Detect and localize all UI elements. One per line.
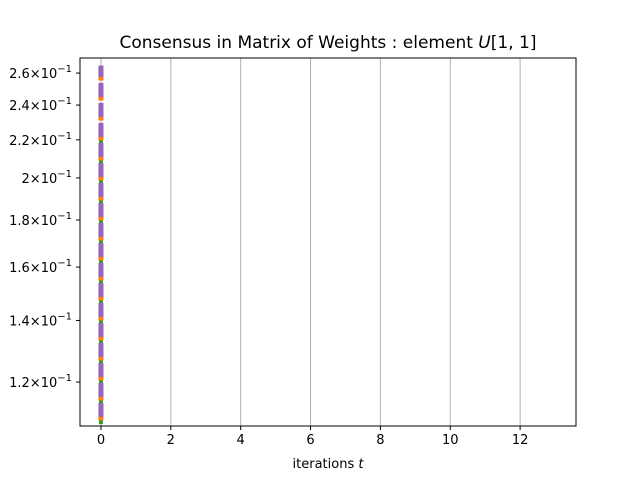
chart-title: Consensus in Matrix of Weights : element… bbox=[120, 33, 537, 53]
y-tick-base: 10 bbox=[41, 172, 58, 187]
y-tick-mantissa: 2.4 bbox=[9, 99, 30, 114]
y-tick-times: × bbox=[30, 261, 41, 276]
y-tick-label: 2×10−1 bbox=[22, 169, 72, 187]
y-tick-exponent: −1 bbox=[57, 373, 72, 384]
x-axis-ticks: 0 2 4 6 8 10 12 bbox=[97, 426, 529, 448]
x-tick-label: 12 bbox=[512, 433, 529, 448]
chart-title-prefix: Consensus in Matrix of Weights : element bbox=[120, 33, 479, 53]
y-tick-exponent: −1 bbox=[57, 169, 72, 180]
y-axis-ticks: 1.2×10−11.4×10−11.6×10−11.8×10−12×10−12.… bbox=[9, 64, 80, 391]
y-tick-times: × bbox=[30, 99, 41, 114]
y-tick-base: 10 bbox=[41, 314, 58, 329]
y-tick-label: 1.8×10−1 bbox=[9, 211, 72, 229]
y-tick-times: × bbox=[30, 376, 41, 391]
x-tick-label: 0 bbox=[97, 433, 105, 448]
y-tick-exponent: −1 bbox=[57, 64, 72, 75]
y-tick-times: × bbox=[30, 172, 41, 187]
y-tick-mantissa: 1.6 bbox=[9, 261, 30, 276]
x-tick-label: 4 bbox=[237, 433, 245, 448]
chart-title-suffix: [1, 1] bbox=[491, 33, 537, 53]
y-tick-base: 10 bbox=[41, 376, 58, 391]
y-tick-times: × bbox=[30, 134, 41, 149]
y-tick-mantissa: 2 bbox=[22, 172, 30, 187]
y-tick-mantissa: 1.4 bbox=[9, 314, 30, 329]
y-tick-label: 1.6×10−1 bbox=[9, 258, 72, 276]
y-tick-mantissa: 2.2 bbox=[9, 134, 30, 149]
y-tick-exponent: −1 bbox=[57, 96, 72, 107]
y-tick-base: 10 bbox=[41, 134, 58, 149]
y-tick-mantissa: 1.8 bbox=[9, 214, 30, 229]
y-tick-base: 10 bbox=[41, 67, 58, 82]
y-tick-mantissa: 2.6 bbox=[9, 67, 30, 82]
y-tick-base: 10 bbox=[41, 261, 58, 276]
y-tick-label: 2.4×10−1 bbox=[9, 96, 72, 114]
x-tick-label: 6 bbox=[306, 433, 314, 448]
y-tick-mantissa: 1.2 bbox=[9, 376, 30, 391]
x-axis-label-prefix: iterations bbox=[293, 457, 359, 472]
y-tick-exponent: −1 bbox=[57, 211, 72, 222]
y-tick-label: 2.2×10−1 bbox=[9, 131, 72, 149]
x-axis-label: iterations t bbox=[293, 457, 365, 472]
grid bbox=[100, 58, 521, 426]
y-tick-label: 1.4×10−1 bbox=[9, 311, 72, 329]
x-axis-label-var: t bbox=[358, 457, 364, 472]
x-tick-label: 2 bbox=[167, 433, 175, 448]
y-tick-times: × bbox=[30, 214, 41, 229]
x-tick-label: 8 bbox=[376, 433, 384, 448]
y-tick-base: 10 bbox=[41, 214, 58, 229]
y-tick-label: 1.2×10−1 bbox=[9, 373, 72, 391]
y-tick-exponent: −1 bbox=[57, 258, 72, 269]
plot-frame bbox=[79, 57, 577, 427]
y-tick-times: × bbox=[30, 67, 41, 82]
y-tick-exponent: −1 bbox=[57, 311, 72, 322]
y-tick-label: 2.6×10−1 bbox=[9, 64, 72, 82]
y-tick-base: 10 bbox=[41, 99, 58, 114]
x-tick-label: 10 bbox=[442, 433, 459, 448]
y-tick-exponent: −1 bbox=[57, 131, 72, 142]
chart-title-var: U bbox=[478, 33, 491, 53]
y-tick-times: × bbox=[30, 314, 41, 329]
